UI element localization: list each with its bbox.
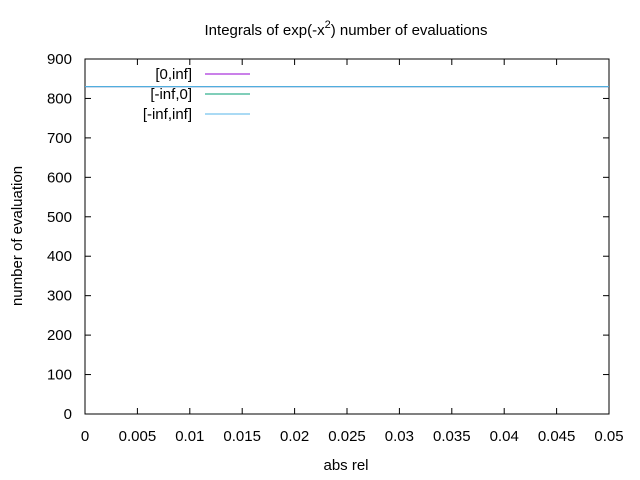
- x-tick-label: 0.04: [490, 428, 519, 445]
- y-tick-label: 600: [47, 169, 72, 186]
- chart-title: Integrals of exp(-x2) number of evaluati…: [205, 19, 488, 39]
- x-tick-label: 0.025: [328, 428, 366, 445]
- y-tick-label: 500: [47, 209, 72, 226]
- y-tick-label: 0: [64, 406, 72, 423]
- x-tick-label: 0.035: [433, 428, 471, 445]
- x-axis: 0 0.005 0.01 0.015 0.02 0.025 0.03 0.035 0.04 0.0…: [81, 59, 624, 445]
- y-tick-label: 800: [47, 90, 72, 107]
- legend: [0,inf] [-inf,0] [-inf,inf]: [143, 66, 250, 123]
- legend-label: [-inf,0]: [150, 86, 192, 103]
- x-tick-label: 0.01: [175, 428, 204, 445]
- legend-label: [0,inf]: [155, 66, 192, 83]
- x-tick-label: 0.05: [594, 428, 623, 445]
- x-tick-label: 0.015: [223, 428, 261, 445]
- y-tick-label: 200: [47, 327, 72, 344]
- y-tick-label: 400: [47, 248, 72, 265]
- legend-label: [-inf,inf]: [143, 106, 192, 123]
- y-tick-label: 100: [47, 367, 72, 384]
- x-tick-label: 0: [81, 428, 89, 445]
- y-axis: 0 100 200 300 400 500 600 700 800 900: [47, 51, 609, 423]
- y-tick-label: 300: [47, 288, 72, 305]
- y-tick-label: 700: [47, 130, 72, 147]
- y-axis-title: number of evaluation: [9, 166, 26, 306]
- x-axis-title: abs rel: [323, 457, 368, 474]
- x-tick-label: 0.02: [280, 428, 309, 445]
- x-tick-label: 0.03: [385, 428, 414, 445]
- x-tick-label: 0.005: [119, 428, 157, 445]
- x-tick-label: 0.045: [538, 428, 576, 445]
- y-tick-label: 900: [47, 51, 72, 68]
